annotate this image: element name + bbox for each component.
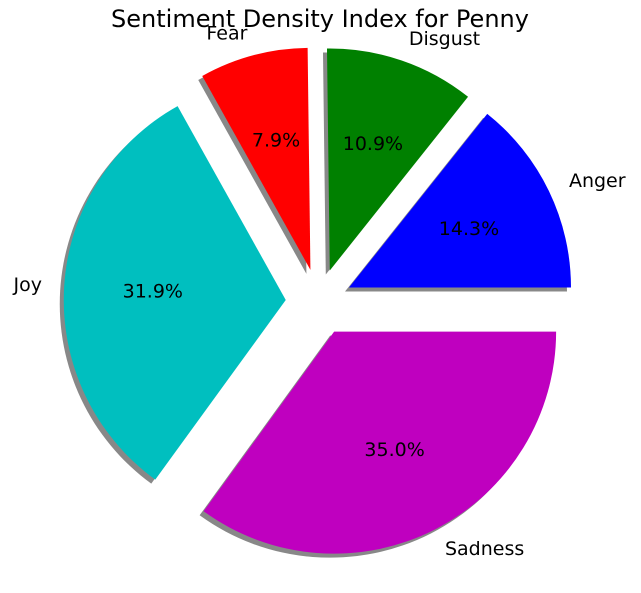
slice-label-anger: Anger: [569, 170, 626, 192]
percent-label-joy: 31.9%: [123, 281, 183, 303]
slice-anger: [348, 113, 571, 288]
percent-label-anger: 14.3%: [439, 218, 499, 240]
slice-labels: Anger Disgust Fear Joy Sadness: [13, 22, 626, 559]
percent-label-fear: 7.9%: [252, 130, 300, 152]
chart-title: Sentiment Density Index for Penny: [111, 5, 529, 33]
slice-label-disgust: Disgust: [409, 28, 480, 50]
slices: [63, 47, 571, 554]
slice-sadness: [203, 331, 557, 554]
slice-fear: [202, 47, 311, 270]
slice-label-fear: Fear: [206, 22, 247, 44]
slice-label-joy: Joy: [13, 274, 42, 296]
percent-label-disgust: 10.9%: [343, 133, 403, 155]
slice-label-sadness: Sadness: [445, 538, 524, 560]
slice-disgust: [326, 48, 469, 271]
slice-joy: [63, 106, 286, 480]
percent-label-sadness: 35.0%: [364, 439, 424, 461]
percent-labels: 14.3% 10.9% 7.9% 31.9% 35.0%: [123, 130, 500, 461]
